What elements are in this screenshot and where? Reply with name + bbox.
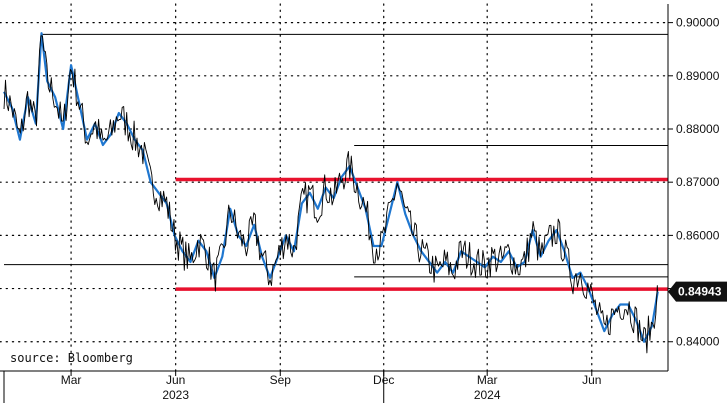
last-price-tag: 0.84943 bbox=[668, 281, 727, 302]
horizontal-levels bbox=[4, 33, 668, 291]
source-label: source: Bloomberg bbox=[10, 351, 133, 365]
last-price-label: 0.84943 bbox=[678, 285, 722, 299]
price-series bbox=[3, 32, 659, 354]
axes bbox=[0, 4, 669, 372]
y-tick-label: 0.88000 bbox=[676, 122, 720, 136]
x-tick-label: Mar bbox=[61, 373, 82, 387]
y-tick-label: 0.87000 bbox=[676, 175, 720, 189]
x-tick-label: Mar bbox=[477, 373, 498, 387]
y-tick-label: 0.84000 bbox=[676, 335, 720, 349]
year-label: 2023 bbox=[162, 388, 189, 402]
price-line bbox=[3, 35, 659, 354]
y-tick-label: 0.89000 bbox=[676, 69, 720, 83]
x-tick-label: Jun bbox=[582, 373, 601, 387]
x-tick-label: Jun bbox=[166, 373, 185, 387]
year-label: 2024 bbox=[474, 388, 501, 402]
y-tick-label: 0.86000 bbox=[676, 228, 720, 242]
x-tick-label: Sep bbox=[270, 373, 292, 387]
last-price-tag-background bbox=[668, 281, 727, 302]
y-tick-label: 0.90000 bbox=[676, 16, 720, 30]
